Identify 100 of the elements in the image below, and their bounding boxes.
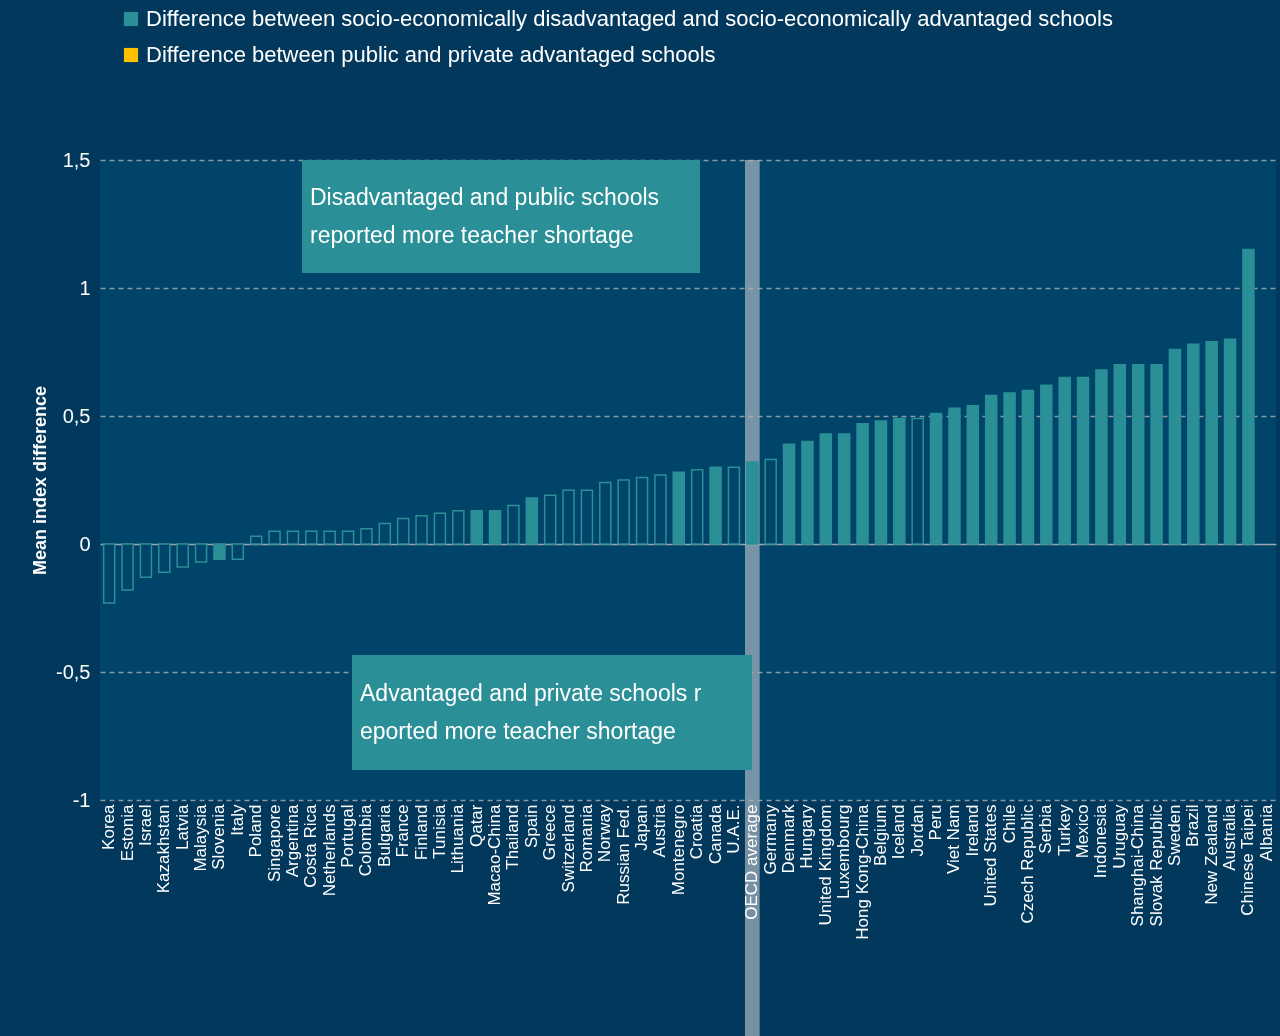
bar [856,422,869,545]
x-tick-label: Costa Rica [301,803,321,888]
y-axis-title: Mean index difference [30,385,51,576]
x-tick-label: United States [981,804,1001,907]
x-tick-label: Germany [760,804,780,875]
x-tick-label: Latvia [172,803,192,850]
x-tick-label: Jordan [907,804,927,857]
bar [562,489,575,545]
y-tick-label: 0 [79,532,91,555]
bar [305,530,318,545]
bar [121,543,134,591]
x-tick-label: Singapore [264,804,284,883]
bar [1131,364,1145,545]
bar [433,512,447,545]
bar [341,530,355,545]
legend-label: Difference between public and private advantaged schools [146,42,716,67]
bar [727,466,741,545]
x-tick-label: Tunisia [429,803,449,859]
bar [543,494,557,545]
annotation: Disadvantaged and public schools reported more teacher shortage [310,183,660,248]
x-tick-label: Viet Nam [944,804,964,875]
bar [874,420,888,545]
x-tick-label: Uruguay [1109,804,1129,869]
x-tick-label: Switzerland [558,804,578,893]
x-tick-label: Bulgaria [374,803,394,867]
bar [360,527,373,545]
legend-label: Difference between socio-economically disadvantaged and socio-economically advantaged schools [146,6,1113,31]
x-tick-label: Brazil [1183,804,1203,848]
bar [525,497,539,545]
x-tick-label: Greece [540,804,560,861]
bar [378,522,392,545]
x-tick-label: Indonesia [1091,803,1111,879]
bar [249,535,263,545]
bar [1223,338,1237,545]
x-tick-label: Iceland [889,804,909,860]
x-tick-label: Mexico [1073,804,1093,859]
bar [1021,389,1035,545]
x-tick-label: Portugal [338,804,358,868]
bar [323,530,336,545]
x-tick-label: Lithuania [448,803,468,874]
bar [1076,376,1090,545]
x-tick-label: Japan [632,804,652,851]
x-tick-label: Serbia [1036,803,1056,854]
bar [470,509,483,545]
bar [488,509,502,545]
bar [1058,376,1071,545]
bar [782,443,796,545]
bar [672,471,686,545]
bar [764,458,777,545]
y-tick-label: -1 [72,788,91,811]
x-tick-label: France [393,804,413,858]
bar [1187,343,1200,545]
x-tick-label: Chinese Taipei [1238,804,1258,916]
bar [893,417,906,545]
x-tick-label: Montenegro [668,804,688,896]
bar [929,412,943,545]
y-tick-label: -0,5 [56,660,91,683]
bar [837,433,851,545]
bar [654,474,667,545]
x-tick-label: Croatia [687,803,707,860]
bar [213,543,226,561]
x-tick-label: Canada [705,803,725,865]
x-tick-label: Czech Republic [1017,804,1037,924]
bar [599,481,612,545]
bar [1003,392,1016,545]
bar [139,543,153,579]
bar [452,509,465,545]
x-tick-label: Australia [1220,803,1240,871]
bar [286,530,300,545]
bar [1150,364,1163,545]
bar [746,461,759,545]
x-tick-label: New Zealand [1201,804,1221,905]
x-tick-label: Slovak Republic [1146,804,1166,927]
bar [268,530,281,545]
bar [1113,364,1127,545]
bar [948,407,961,545]
y-tick-label: 0,5 [62,404,91,427]
x-tick-label: Hungary [797,804,817,869]
x-tick-label: Italy [227,804,247,836]
bar [1168,348,1182,545]
bar [1095,369,1108,545]
x-tick-label: Shanghai-China [1128,803,1148,927]
x-tick-label: Finland [411,804,431,861]
x-tick-label: OECD average [742,804,762,920]
x-tick-label: Korea [99,803,119,850]
x-tick-label: Macao-China [485,803,505,906]
x-tick-label: Malaysia [191,803,211,872]
bar [231,543,245,561]
x-tick-label: Chile [999,804,1019,844]
annotation: Advantaged and private schools r eported more teacher shortage [360,679,702,744]
x-tick-label: Belgium [870,804,890,866]
x-tick-label: Romania [576,803,596,873]
x-tick-label: Spain [521,804,541,848]
x-tick-label: Russian Fed. [613,804,633,905]
bar [819,433,833,545]
x-tick-label: Peru [926,804,946,841]
bar [984,394,998,545]
bar [635,476,649,545]
bar [911,417,924,545]
x-tick-label: Poland [246,804,266,858]
